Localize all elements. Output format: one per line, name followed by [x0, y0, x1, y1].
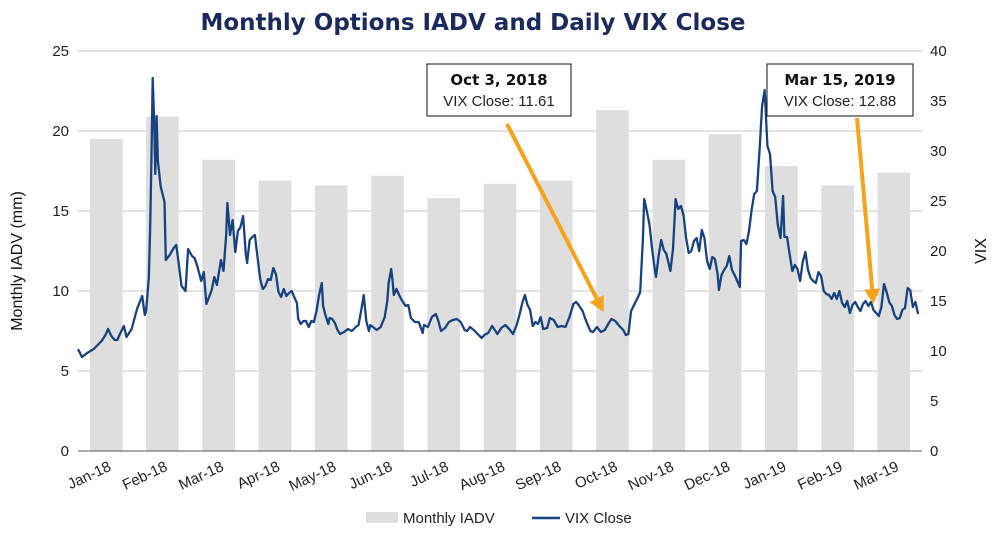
vix-line	[76, 76, 920, 359]
bar-Sep-18	[539, 180, 573, 451]
legend-label-iadv: Monthly IADV	[403, 510, 495, 527]
chart-title: Monthly Options IADV and Daily VIX Close	[200, 10, 745, 36]
right-y-tick-6: 30	[930, 143, 947, 160]
bar-Nov-18	[652, 159, 686, 452]
left-y-tick-5: 25	[52, 43, 69, 60]
annotation-box-1	[766, 63, 914, 117]
x-tick-May-18: May-18	[286, 458, 339, 495]
bars	[89, 110, 911, 452]
x-tick-Nov-18: Nov-18	[625, 458, 676, 494]
legend: Monthly IADV VIX Close	[366, 510, 632, 527]
bar-Jun-18	[371, 175, 404, 452]
bar-Oct-18	[596, 110, 629, 451]
bar-Feb-19	[821, 185, 854, 451]
x-tick-Jan-19: Jan-19	[740, 458, 789, 493]
vix-line-path	[76, 76, 920, 359]
right-y-tick-4: 20	[930, 243, 947, 260]
right-y-tick-7: 35	[930, 93, 947, 110]
x-tick-Dec-18: Dec-18	[682, 458, 733, 494]
right-y-tick-1: 5	[930, 393, 938, 410]
legend-swatch-iadv	[366, 512, 398, 523]
x-tick-Aug-18: Aug-18	[457, 458, 508, 494]
x-tick-Jun-18: Jun-18	[346, 458, 395, 493]
bar-Apr-18	[258, 180, 292, 451]
annotation-box-0	[426, 63, 572, 117]
annotation-arrowhead-1	[864, 288, 881, 304]
right-y-tick-3: 15	[930, 293, 947, 310]
right-axis-title: VIX	[973, 238, 990, 264]
left-y-tick-3: 15	[52, 203, 69, 220]
annotation-0: Oct 3, 2018 VIX Close: 11.61	[426, 63, 604, 312]
x-tick-Feb-19: Feb-19	[795, 458, 845, 493]
x-tick-Mar-19: Mar-19	[851, 458, 901, 493]
annotation-text-0: VIX Close: 11.61	[443, 93, 554, 110]
left-y-tick-4: 20	[52, 123, 69, 140]
left-y-tick-2: 10	[52, 283, 69, 300]
annotation-title-0: Oct 3, 2018	[450, 71, 547, 89]
x-tick-Oct-18: Oct-18	[572, 458, 620, 492]
annotation-arrow-1	[855, 117, 875, 290]
bar-Aug-18	[483, 183, 517, 452]
x-tick-Jul-18: Jul-18	[407, 458, 451, 491]
x-ticks: Jan-18 Feb-18 Mar-18 Apr-18 May-18 Jun-18 Jul-…	[65, 458, 901, 495]
left-y-tick-0: 0	[61, 443, 69, 460]
left-y-ticks: 0 5 10 15 20 25	[52, 43, 69, 460]
bar-Dec-18	[708, 134, 742, 451]
left-axis-title: Monthly IADV (mm)	[9, 191, 26, 331]
right-y-ticks: 0 5 10 15 20 25 30 35 40	[930, 43, 947, 460]
x-tick-Jan-18: Jan-18	[65, 458, 114, 493]
bar-Jul-18	[427, 198, 461, 451]
x-tick-Sep-18: Sep-18	[513, 458, 564, 494]
annotation-text-1: VIX Close: 12.88	[784, 93, 897, 110]
right-y-tick-8: 40	[930, 43, 947, 60]
right-y-tick-5: 25	[930, 193, 947, 210]
x-tick-Feb-18: Feb-18	[120, 458, 170, 493]
x-tick-Mar-18: Mar-18	[176, 458, 226, 493]
bar-Jan-18	[89, 139, 123, 451]
annotation-arrow-0	[505, 123, 599, 300]
right-y-tick-0: 0	[930, 443, 938, 460]
left-y-tick-1: 5	[61, 363, 69, 380]
annotation-1: Mar 15, 2019 VIX Close: 12.88	[766, 63, 914, 304]
annotation-title-1: Mar 15, 2019	[784, 71, 895, 89]
annotation-arrowhead-0	[589, 295, 604, 312]
x-tick-Apr-18: Apr-18	[235, 458, 283, 492]
bar-Mar-18	[202, 159, 235, 452]
annotations: Oct 3, 2018 VIX Close: 11.61 Mar 15, 2019 V…	[426, 63, 914, 312]
legend-label-vix: VIX Close	[565, 510, 632, 527]
right-y-tick-2: 10	[930, 343, 947, 360]
